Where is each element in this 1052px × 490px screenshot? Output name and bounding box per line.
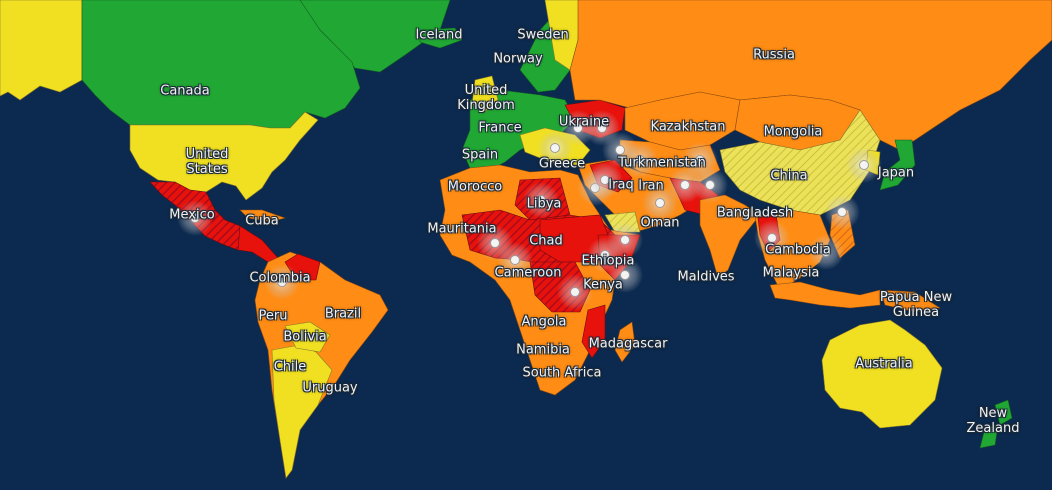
label-japan: Japan (877, 165, 915, 181)
label-mexico: Mexico (169, 207, 215, 223)
label-australia: Australia (855, 356, 913, 372)
country-iceland[interactable] (419, 27, 463, 49)
label-iceland: Iceland (415, 27, 463, 43)
label-south-africa: South Africa (522, 365, 602, 381)
hotspot-marker[interactable] (705, 180, 715, 190)
hotspot-marker[interactable] (767, 233, 777, 243)
label-uruguay: Uruguay (302, 380, 358, 396)
label-bangladesh: Bangladesh (716, 205, 794, 221)
hotspot-marker[interactable] (680, 180, 690, 190)
label-canada: Canada (160, 83, 210, 99)
label-kenya: Kenya (583, 277, 623, 293)
hotspot-marker[interactable] (550, 143, 560, 153)
label-cuba: Cuba (245, 213, 279, 229)
label-iran: Iran (638, 178, 664, 194)
label-kazakhstan: Kazakhstan (650, 119, 726, 135)
label-norway: Norway (493, 51, 543, 67)
label-turkmenistan: Turkmenistan (618, 155, 706, 171)
label-madagascar: Madagascar (588, 336, 668, 352)
label-ukraine: Ukraine (558, 114, 610, 130)
hotspot-marker[interactable] (597, 123, 607, 133)
hotspot-marker[interactable] (620, 270, 630, 280)
country-papua-new-guinea[interactable] (879, 289, 941, 313)
country-alaska[interactable] (0, 0, 83, 101)
hotspot-marker[interactable] (573, 123, 583, 133)
label-malaysia: Malaysia (762, 265, 820, 281)
country-cuba[interactable] (239, 209, 287, 223)
label-cameroon: Cameroon (494, 265, 562, 281)
label-morocco: Morocco (447, 179, 503, 195)
country-new-zealand[interactable] (979, 399, 1013, 449)
country-madagascar[interactable] (614, 321, 636, 363)
label-peru: Peru (258, 308, 288, 324)
hotspot-layer (177, 110, 882, 310)
label-ethiopia: Ethiopia (581, 253, 635, 269)
hotspot-marker[interactable] (695, 155, 705, 165)
hotspot-marker[interactable] (570, 287, 580, 297)
hotspot-marker[interactable] (655, 198, 665, 208)
label-libya: Libya (526, 196, 562, 212)
label-namibia: Namibia (516, 342, 570, 358)
hotspot-marker[interactable] (837, 207, 847, 217)
label-maldives: Maldives (677, 269, 735, 285)
hotspot-marker[interactable] (600, 175, 610, 185)
country-bolivia[interactable] (284, 321, 331, 353)
hotspot-marker[interactable] (190, 213, 200, 223)
label-france: France (478, 120, 522, 136)
label-bolivia: Bolivia (283, 329, 327, 345)
country-japan[interactable] (879, 139, 916, 191)
label-angola: Angola (521, 314, 567, 330)
label-china: China (770, 168, 808, 184)
hotspot-marker[interactable] (620, 235, 630, 245)
hotspot-marker[interactable] (615, 145, 625, 155)
label-united-states: United States (185, 147, 229, 177)
label-greece: Greece (538, 156, 586, 172)
country-australia[interactable] (821, 319, 943, 429)
label-mauritania: Mauritania (427, 221, 497, 237)
label-chad: Chad (529, 233, 563, 249)
hotspot-marker[interactable] (859, 160, 869, 170)
hotspot-marker[interactable] (510, 255, 520, 265)
label-cambodia: Cambodia (765, 242, 831, 258)
country-united-kingdom[interactable] (471, 75, 499, 113)
country-kazakhstan[interactable] (624, 91, 741, 151)
label-united-kingdom: United Kingdom (457, 83, 515, 113)
label-colombia: Colombia (249, 270, 311, 286)
hotspot-marker[interactable] (277, 277, 287, 287)
label-chile: Chile (273, 359, 307, 375)
label-russia: Russia (753, 47, 795, 63)
hotspot-marker[interactable] (635, 155, 645, 165)
label-brazil: Brazil (324, 306, 362, 322)
country-indonesia[interactable] (769, 281, 881, 309)
country-china[interactable] (719, 109, 881, 216)
hotspot-marker[interactable] (821, 247, 831, 257)
country-mozambique[interactable] (581, 304, 606, 359)
country-india[interactable] (699, 194, 761, 279)
label-oman: Oman (640, 215, 680, 231)
label-mongolia: Mongolia (763, 124, 823, 140)
label-sweden: Sweden (517, 27, 569, 43)
hotspot-marker[interactable] (600, 250, 610, 260)
hotspot-marker[interactable] (490, 238, 500, 248)
hotspot-marker[interactable] (536, 195, 546, 205)
label-iraq: Iraq (608, 177, 634, 193)
label-spain: Spain (461, 147, 499, 163)
label-new-zealand: New Zealand (966, 406, 1020, 436)
country-united-states[interactable] (129, 111, 319, 201)
label-papua-new-guinea: Papua New Guinea (879, 290, 953, 320)
